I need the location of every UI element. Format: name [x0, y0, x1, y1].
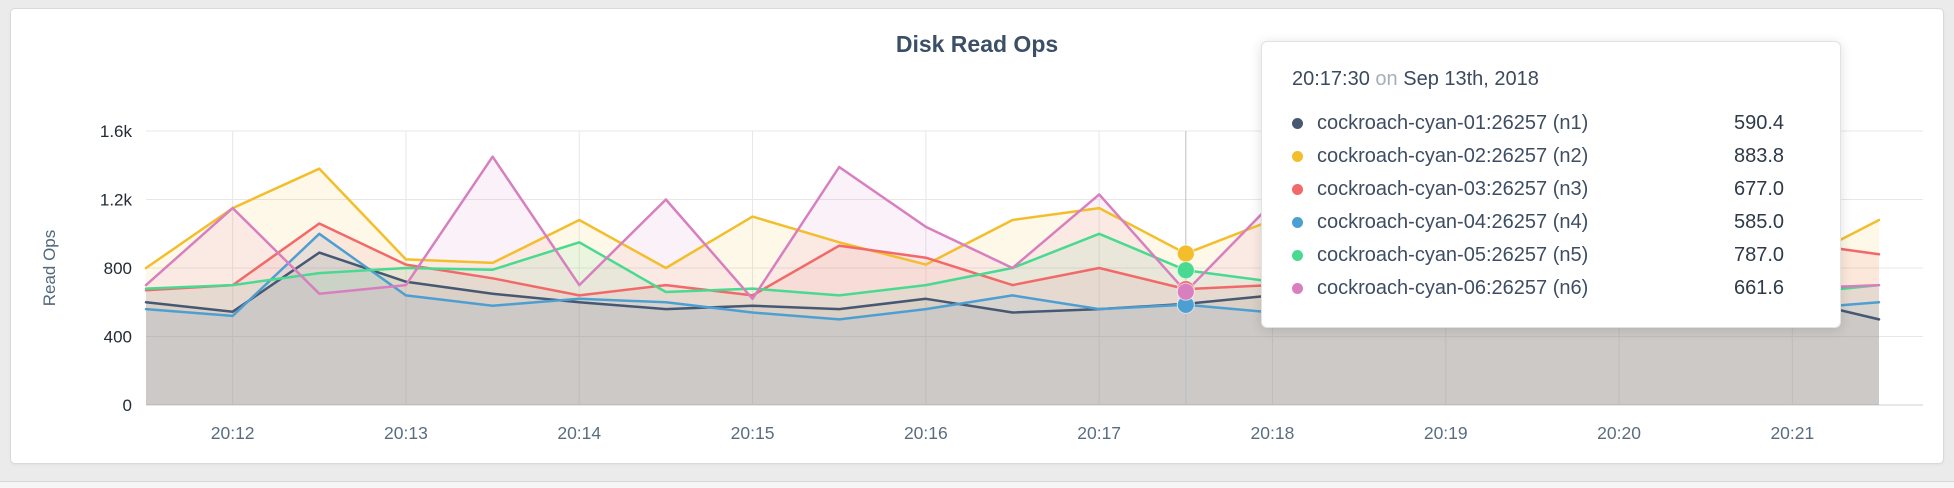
- series-value: 590.4: [1734, 112, 1785, 134]
- series-name: cockroach-cyan-06:26257 (n6): [1317, 277, 1589, 299]
- tooltip-on-word: on: [1375, 68, 1398, 90]
- y-axis-tick-labels: 0 400 800 1.2k 1.6k: [100, 122, 133, 415]
- series-color-dot-icon: [1292, 184, 1303, 195]
- tooltip-time: 20:17:30: [1292, 68, 1370, 90]
- series-value: 677.0: [1734, 178, 1785, 200]
- x-tick-label: 20:21: [1770, 423, 1814, 443]
- y-tick-label: 1.2k: [100, 191, 133, 210]
- tooltip-rows: cockroach-cyan-01:26257 (n1) 590.4 cockroa…: [1290, 107, 1812, 305]
- series-name: cockroach-cyan-03:26257 (n3): [1317, 178, 1589, 200]
- chart-plot-area[interactable]: 0 400 800 1.2k 1.6k 20:12 20:13 20:14 20:15 20:16…: [11, 9, 1941, 461]
- series-color-dot-icon: [1292, 283, 1303, 294]
- series-color-dot-icon: [1292, 217, 1303, 228]
- x-tick-label: 20:14: [557, 423, 601, 443]
- crosshair-dot-icon: [1176, 261, 1195, 280]
- next-panel-edge: [0, 481, 1954, 488]
- y-tick-label: 800: [104, 259, 132, 278]
- x-tick-label: 20:16: [904, 423, 948, 443]
- y-tick-label: 0: [123, 396, 132, 415]
- y-tick-label: 400: [104, 328, 132, 347]
- x-tick-label: 20:15: [731, 423, 775, 443]
- x-tick-label: 20:20: [1597, 423, 1641, 443]
- series-value: 787.0: [1734, 244, 1785, 266]
- series-area: [146, 168, 1879, 405]
- series-name: cockroach-cyan-05:26257 (n5): [1317, 244, 1589, 266]
- series-value: 585.0: [1734, 211, 1785, 233]
- series-area: [146, 252, 1879, 405]
- series-area: [146, 233, 1879, 405]
- series-value: 661.6: [1734, 277, 1785, 299]
- series-color-dot-icon: [1292, 250, 1303, 261]
- crosshair-dot-icon: [1176, 244, 1195, 263]
- tooltip-row: cockroach-cyan-04:26257 (n4) 585.0: [1290, 206, 1812, 239]
- series-area: [146, 156, 1879, 405]
- crosshair-dot-icon: [1176, 282, 1195, 301]
- chart-title: Disk Read Ops: [895, 31, 1059, 57]
- tooltip-header: 20:17:30 on Sep 13th, 2018: [1292, 68, 1812, 91]
- crosshair-dots: [1176, 244, 1195, 314]
- x-tick-label: 20:13: [384, 423, 428, 443]
- tooltip-row: cockroach-cyan-06:26257 (n6) 661.6: [1290, 272, 1812, 305]
- series-area: [146, 223, 1879, 405]
- x-tick-label: 20:18: [1251, 423, 1295, 443]
- x-tick-label: 20:17: [1077, 423, 1121, 443]
- series-name: cockroach-cyan-04:26257 (n4): [1317, 211, 1589, 233]
- tooltip-row: cockroach-cyan-03:26257 (n3) 677.0: [1290, 173, 1812, 206]
- x-axis-tick-labels: 20:12 20:13 20:14 20:15 20:16 20:17 20:18 20:19…: [211, 423, 1814, 443]
- x-tick-label: 20:12: [211, 423, 255, 443]
- y-tick-label: 1.6k: [100, 122, 133, 141]
- series-areas: [146, 156, 1879, 405]
- series-name: cockroach-cyan-01:26257 (n1): [1317, 112, 1589, 134]
- tooltip-row: cockroach-cyan-02:26257 (n2) 883.8: [1290, 140, 1812, 173]
- series-name: cockroach-cyan-02:26257 (n2): [1317, 145, 1589, 167]
- series-area: [146, 233, 1879, 405]
- series-value: 883.8: [1734, 145, 1785, 167]
- chart-tooltip: 20:17:30 on Sep 13th, 2018 cockroach-cya…: [1261, 41, 1841, 328]
- tooltip-row: cockroach-cyan-05:26257 (n5) 787.0: [1290, 239, 1812, 272]
- series-color-dot-icon: [1292, 151, 1303, 162]
- chart-card: Disk Read Ops Read Ops 0 400 800 1.2k 1.6k 20…: [10, 8, 1944, 464]
- x-tick-label: 20:19: [1424, 423, 1468, 443]
- tooltip-date: Sep 13th, 2018: [1403, 68, 1539, 90]
- series-color-dot-icon: [1292, 118, 1303, 129]
- tooltip-row: cockroach-cyan-01:26257 (n1) 590.4: [1290, 107, 1812, 140]
